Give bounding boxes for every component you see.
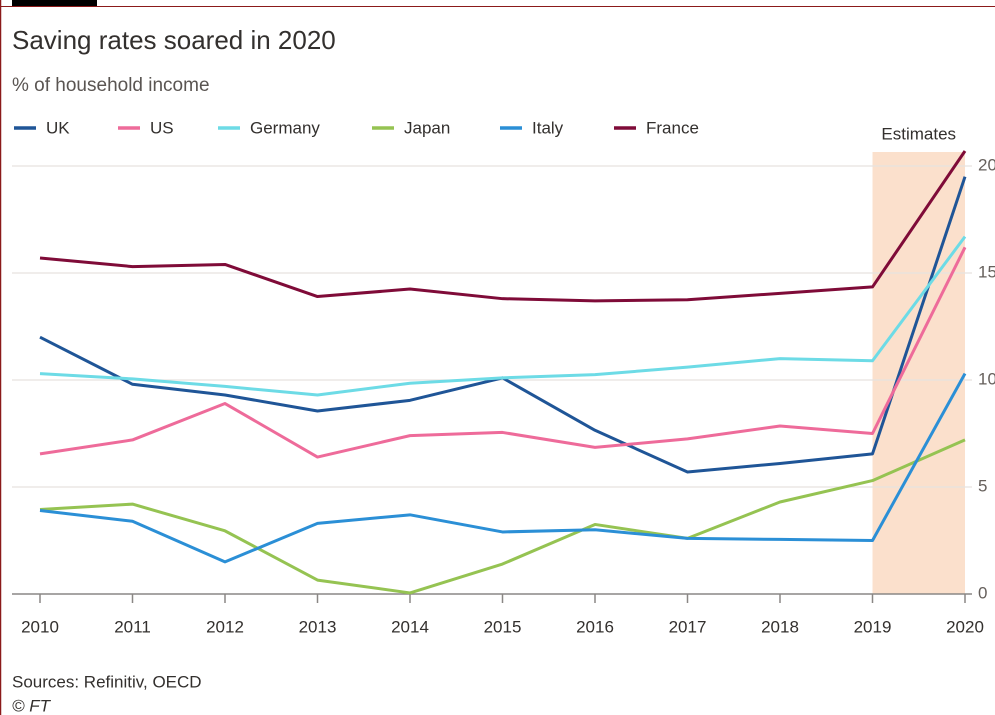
x-tick-label: 2017: [669, 617, 707, 636]
series-line: [39, 235, 967, 397]
x-tick-label: 2010: [21, 617, 59, 636]
chart-subtitle: % of household income: [12, 75, 210, 96]
series-line: [39, 176, 967, 474]
y-tick-label: 10: [978, 369, 995, 388]
y-tick-label: 0: [978, 583, 987, 602]
estimate-label: Estimates: [881, 124, 956, 143]
legend-label: France: [646, 118, 699, 137]
x-tick-label: 2014: [391, 617, 429, 636]
y-tick-label: 20: [978, 155, 995, 174]
x-tick-label: 2016: [576, 617, 614, 636]
x-tick-label: 2013: [299, 617, 337, 636]
x-tick-label: 2011: [114, 617, 151, 636]
legend-label: Japan: [404, 118, 450, 137]
series-line: [39, 438, 966, 595]
legend-label: Italy: [532, 118, 564, 137]
brand-bar: [12, 0, 97, 6]
chart-title: Saving rates soared in 2020: [12, 25, 336, 55]
y-tick-label: 15: [978, 262, 995, 281]
legend-label: Germany: [250, 118, 320, 137]
legend-label: US: [150, 118, 174, 137]
x-tick-label: 2012: [206, 617, 244, 636]
x-tick-label: 2018: [761, 617, 799, 636]
source: Sources: Refinitiv, OECD: [12, 672, 202, 691]
x-tick-label: 2019: [854, 617, 892, 636]
series-line: [39, 150, 967, 303]
x-tick-label: 2020: [946, 617, 984, 636]
series-line: [39, 246, 967, 459]
series-line: [39, 372, 967, 564]
x-tick-label: 2015: [484, 617, 522, 636]
y-tick-label: 5: [978, 476, 987, 495]
credit: © FT: [12, 696, 52, 715]
legend-label: UK: [46, 118, 70, 137]
